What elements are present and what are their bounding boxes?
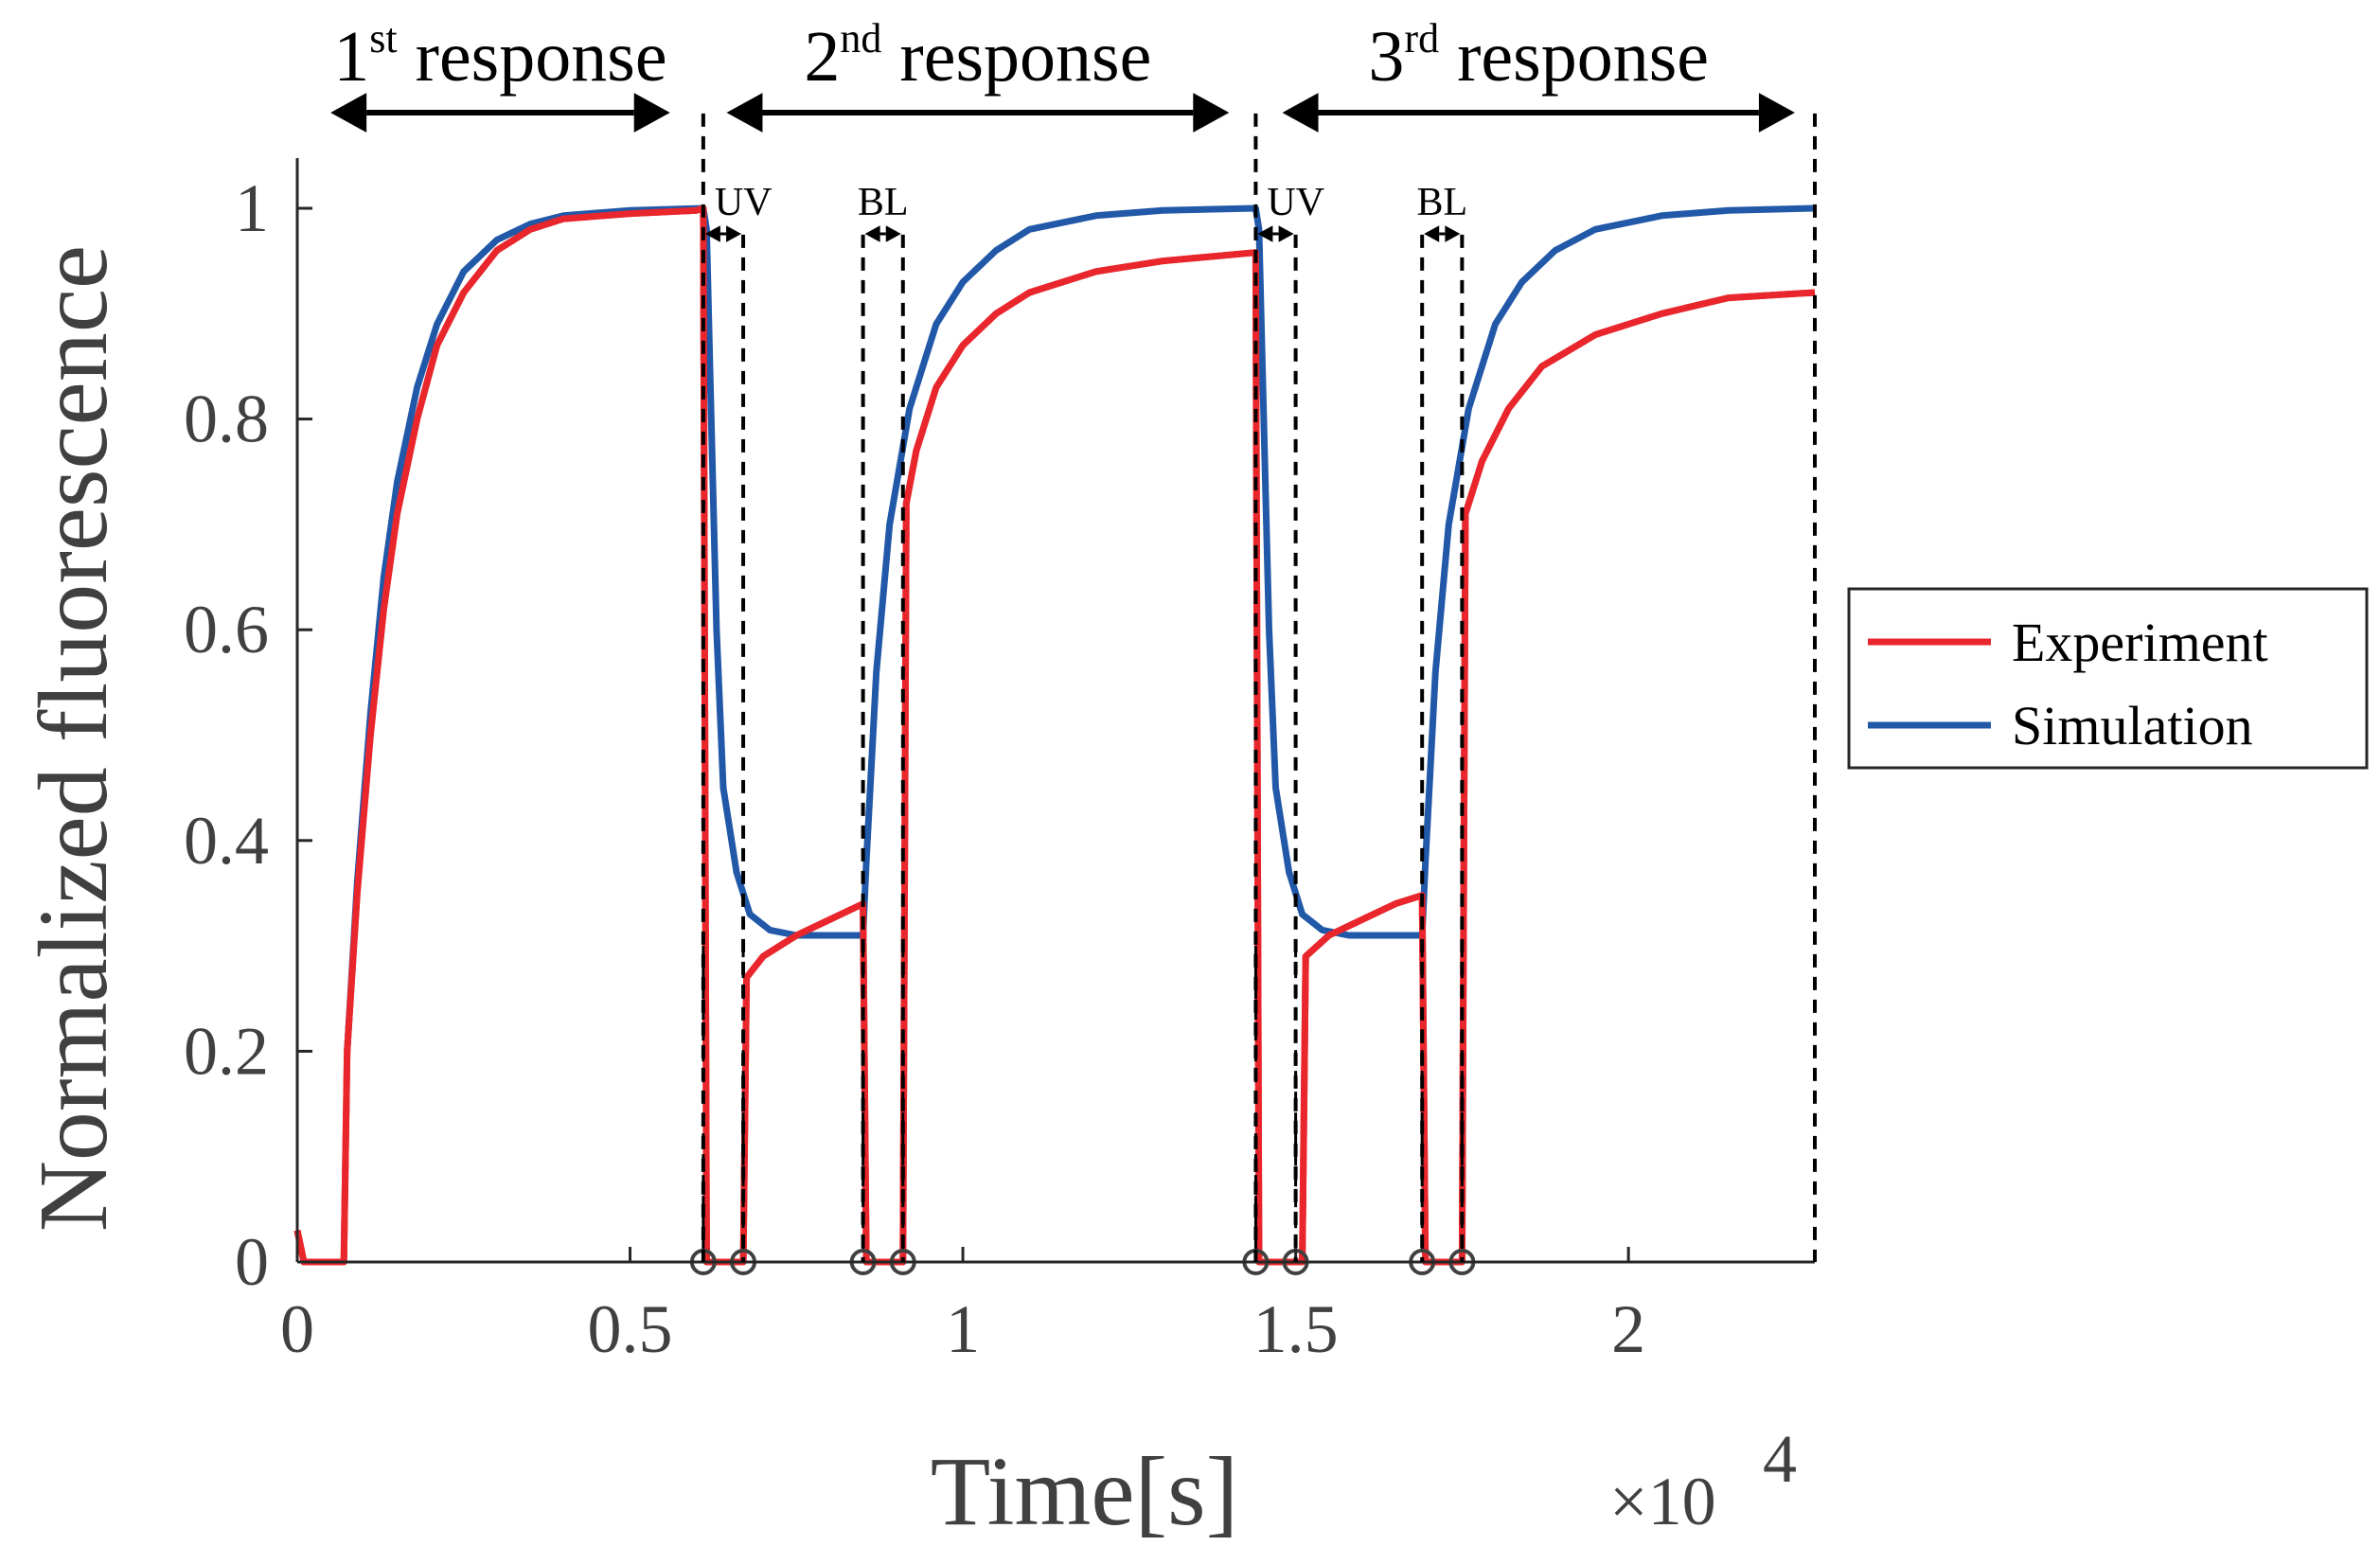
series-line-simulation [344, 204, 1816, 1052]
interval-arrow-uv-2-head-right [1278, 225, 1294, 242]
response-label-1: 1st response [333, 15, 666, 97]
legend-label-experiment: Experiment [2012, 612, 2268, 673]
interval-label-uv: UV [715, 181, 773, 224]
interval-arrow-bl-1-head-left [864, 225, 880, 242]
x-tick-label: 1 [946, 1291, 980, 1367]
y-tick-label: 0.4 [184, 803, 269, 879]
x-axis-title: Time[s] [931, 1437, 1239, 1546]
x-tick-label: 1.5 [1253, 1291, 1339, 1367]
y-tick-label: 0 [235, 1224, 269, 1300]
y-axis-title: Normalized fluorescence [19, 245, 128, 1232]
plot-area [293, 204, 1816, 1275]
y-tick-label: 0.2 [184, 1013, 269, 1089]
y-tick-label: 0.6 [184, 592, 269, 667]
interval-arrow-uv-2-head-left [1257, 225, 1273, 242]
response-label-3: 3rd response [1368, 15, 1709, 97]
response-arrow-1-head-left [330, 93, 367, 133]
annotations: 1st response 2nd response 3rd response UV BL… [330, 15, 1817, 1262]
x-axis-multiplier: ×10 [1609, 1464, 1716, 1539]
response-arrow-3-head-left [1282, 93, 1319, 133]
y-tick-label: 0.8 [184, 382, 269, 457]
response-arrow-1-head-right [633, 93, 670, 133]
response-arrow-2-head-right [1193, 93, 1230, 133]
x-tick-label: 0.5 [588, 1291, 673, 1367]
axes: 0 0.2 0.4 0.6 0.8 1 0 0.5 1 1.5 2 Time[s] Normalized… [19, 158, 1815, 1546]
x-axis-multiplier-exponent: 4 [1763, 1421, 1797, 1497]
interval-arrow-bl-1-head-right [885, 225, 901, 242]
interval-arrow-bl-3-head-left [1424, 225, 1440, 242]
series-line-experiment [293, 204, 1816, 1266]
interval-arrow-uv-0-head-right [726, 225, 742, 242]
interval-arrow-uv-0-head-left [704, 225, 720, 242]
interval-label-uv: UV [1267, 181, 1324, 224]
response-label-2: 2nd response [804, 15, 1151, 97]
interval-arrow-bl-3-head-right [1445, 225, 1461, 242]
legend-box [1847, 587, 2369, 770]
series-line-experiment-top [293, 204, 1816, 1266]
x-tick-label: 0 [280, 1291, 314, 1367]
interval-label-bl: BL [858, 181, 909, 224]
legend: Experiment Simulation [1847, 587, 2369, 770]
response-arrow-3-head-right [1758, 93, 1795, 133]
x-tick-label: 2 [1611, 1291, 1645, 1367]
y-tick-label: 1 [235, 170, 269, 246]
response-arrow-2-head-left [726, 93, 763, 133]
interval-label-bl: BL [1416, 181, 1467, 224]
legend-label-simulation: Simulation [2012, 695, 2253, 756]
